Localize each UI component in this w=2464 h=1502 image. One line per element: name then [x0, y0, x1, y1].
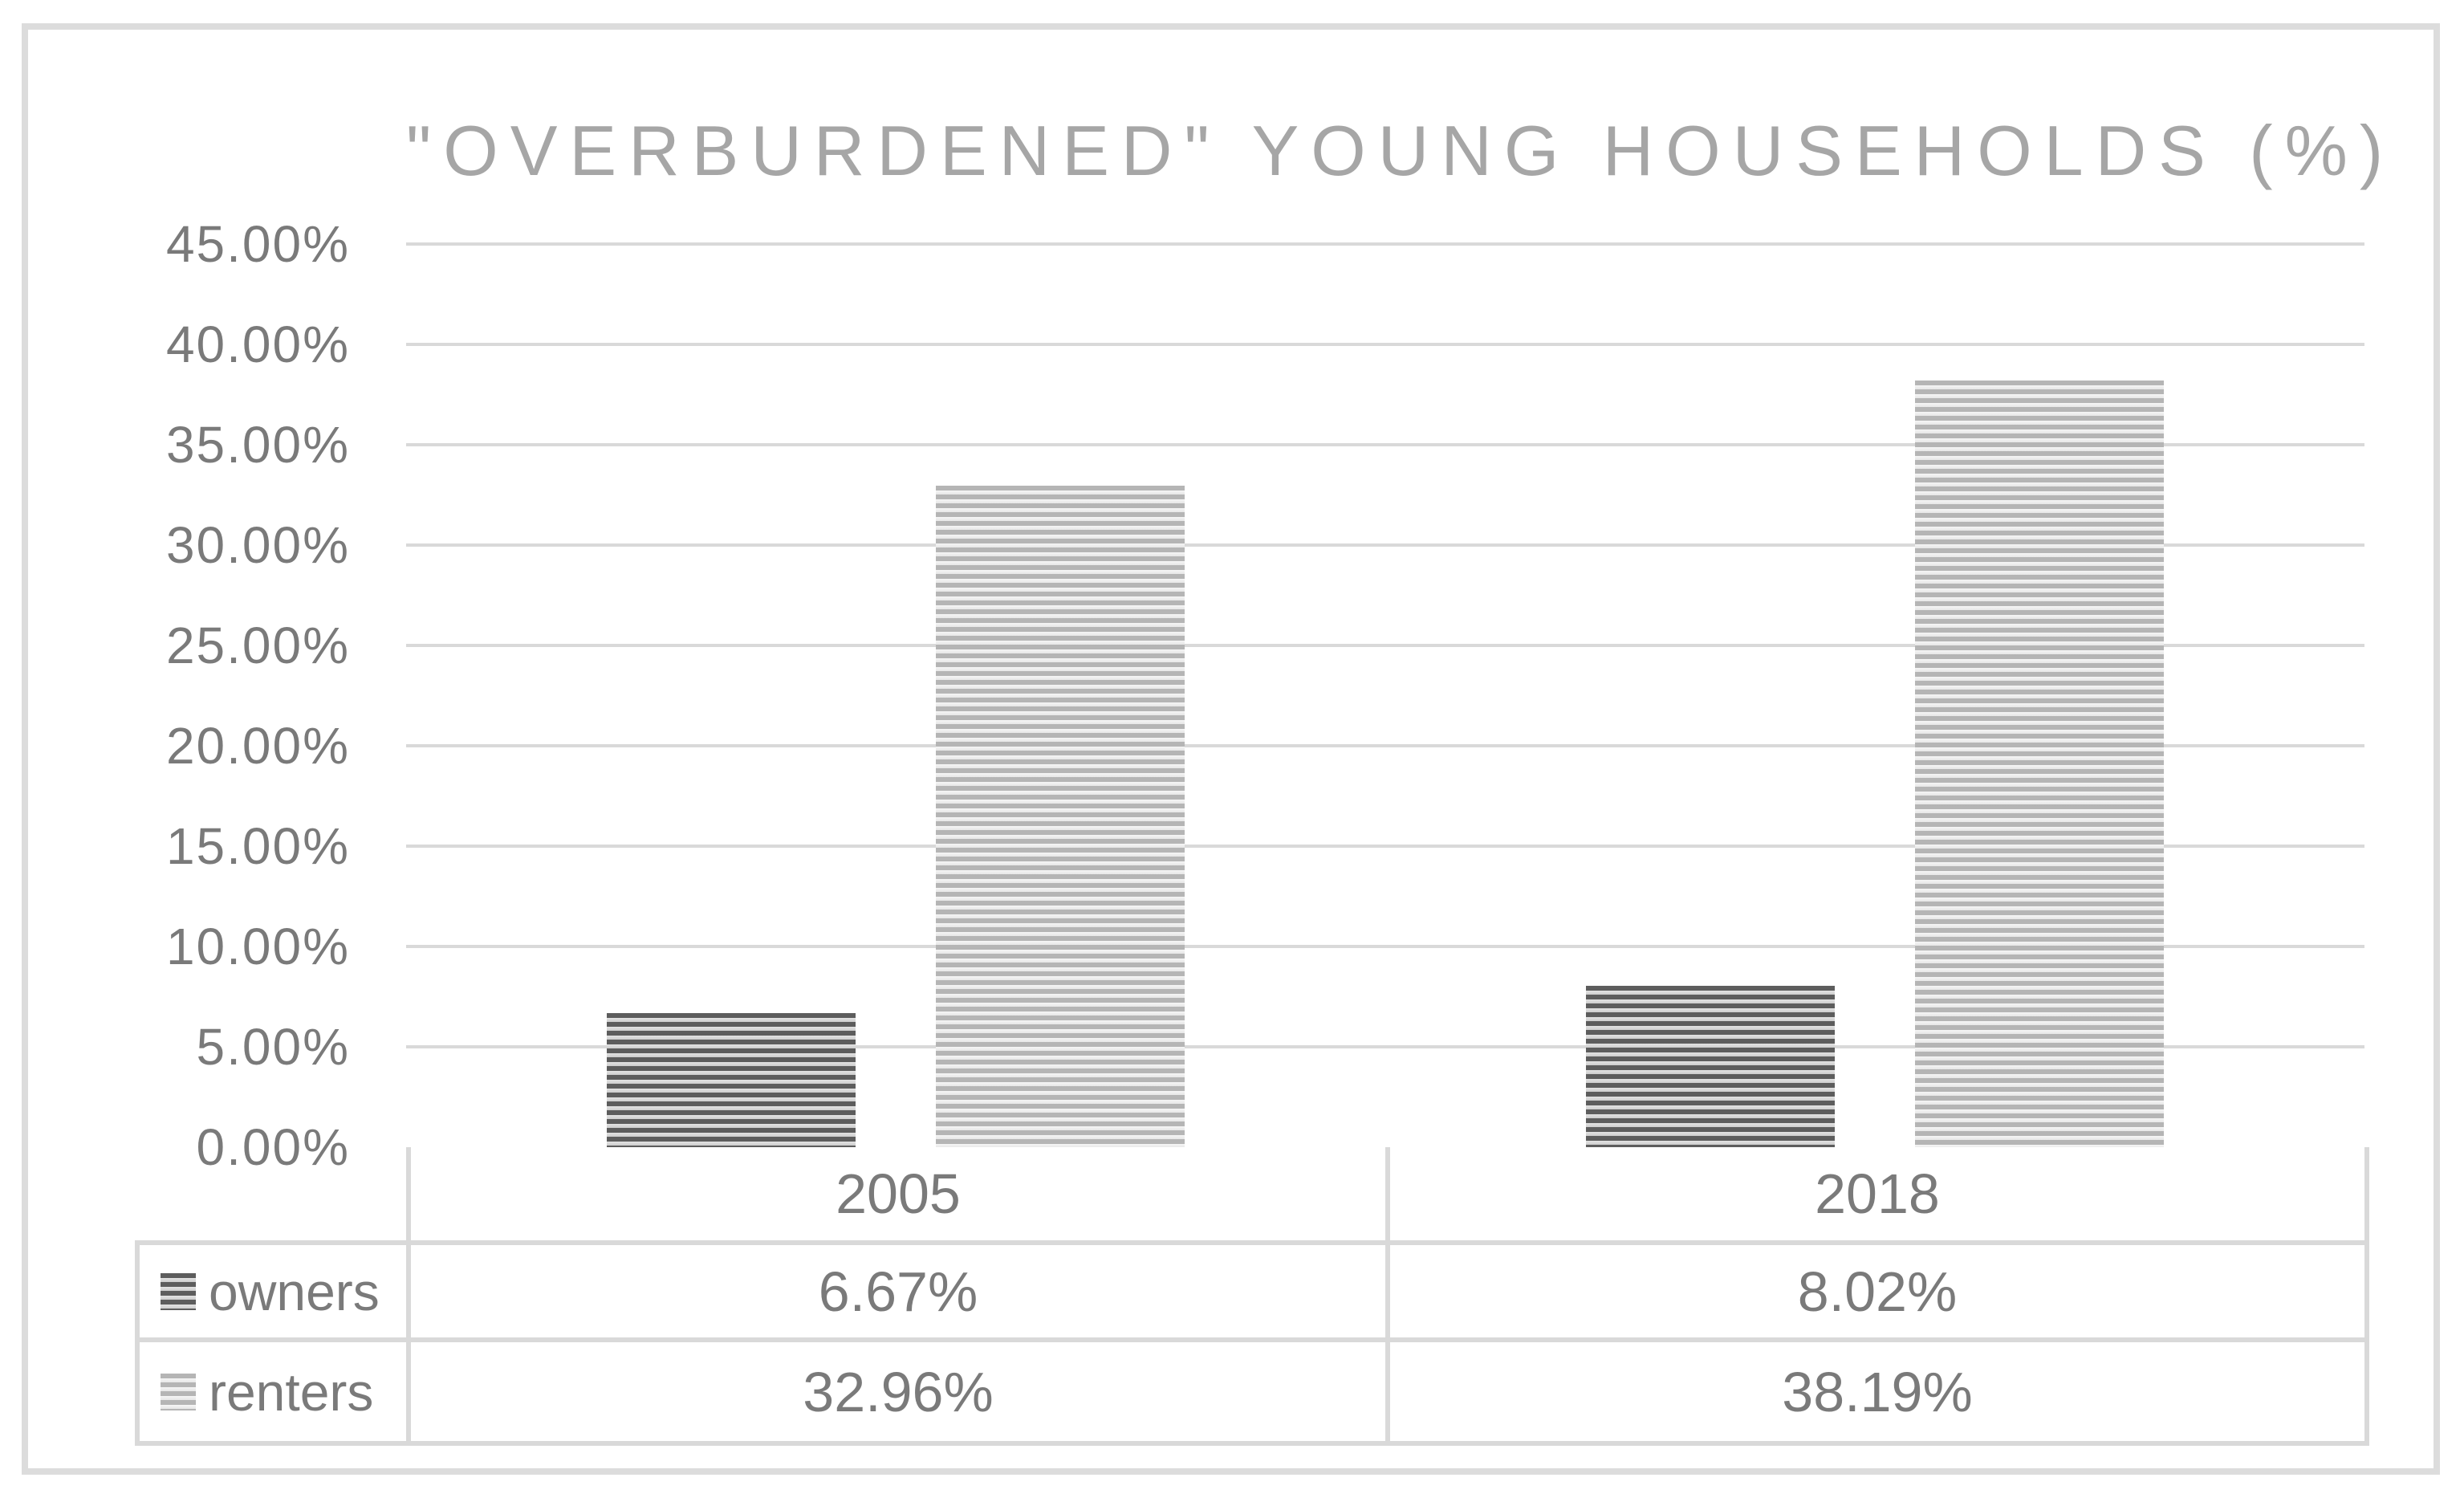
table-cell-owners-2018: 8.02%: [1385, 1240, 2364, 1337]
bar-renters-2018: [1915, 381, 2164, 1147]
table-right-border: [2364, 1147, 2369, 1446]
legend-label-renters: renters: [209, 1362, 374, 1422]
gridline-35.00%: [406, 443, 2364, 446]
y-axis-tick-label: 20.00%: [165, 717, 350, 775]
gridline-40.00%: [406, 343, 2364, 346]
gridline-20.00%: [406, 744, 2364, 747]
gridline-15.00%: [406, 845, 2364, 848]
y-axis-tick-label: 10.00%: [165, 918, 350, 975]
table-cell-renters-2018: 38.19%: [1385, 1337, 2364, 1441]
table-cell-category-2005: 2005: [406, 1147, 1385, 1240]
y-axis-tick-label: 15.00%: [165, 817, 350, 875]
gridline-10.00%: [406, 945, 2364, 948]
bar-renters-2005: [936, 486, 1185, 1147]
bar-owners-2005: [607, 1013, 856, 1147]
table-bottom-border: [135, 1441, 2369, 1446]
y-axis-tick-label: 5.00%: [196, 1018, 350, 1076]
bar-owners-2018: [1586, 986, 1835, 1147]
y-axis-tick-label: 30.00%: [165, 516, 350, 574]
chart-title: "OVERBURDENED" YOUNG HOUSEHOLDS (%): [406, 111, 2396, 190]
legend-item-renters: renters: [135, 1337, 406, 1441]
gridline-25.00%: [406, 644, 2364, 647]
y-axis-tick-label: 35.00%: [165, 416, 350, 474]
table-cell-owners-2005: 6.67%: [406, 1240, 1385, 1337]
gridline-5.00%: [406, 1045, 2364, 1048]
legend-label-owners: owners: [209, 1261, 380, 1321]
y-axis-tick-label: 0.00%: [196, 1118, 350, 1176]
renters-swatch-icon: [161, 1373, 196, 1410]
gridline-45.00%: [406, 242, 2364, 246]
y-axis-tick-label: 45.00%: [165, 215, 350, 273]
y-axis-tick-label: 25.00%: [165, 617, 350, 674]
legend-item-owners: owners: [135, 1240, 406, 1337]
owners-swatch-icon: [161, 1272, 196, 1310]
gridline-30.00%: [406, 543, 2364, 547]
table-cell-renters-2005: 32.96%: [406, 1337, 1385, 1441]
y-axis-tick-label: 40.00%: [165, 315, 350, 373]
table-cell-category-2018: 2018: [1385, 1147, 2364, 1240]
